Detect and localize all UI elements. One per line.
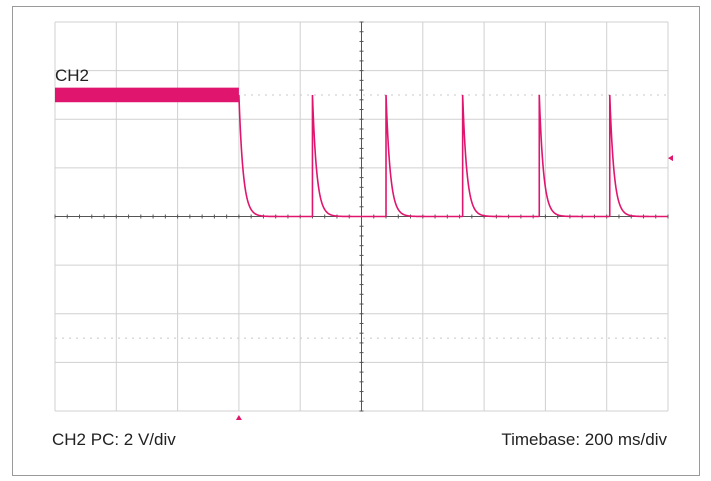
trace-initial-fall <box>238 94 313 218</box>
channel-label: CH2 <box>55 66 90 85</box>
trace-pulse <box>385 94 463 218</box>
trace-pulse <box>538 94 610 218</box>
trace-pulse <box>461 94 540 218</box>
vertical-scale-label: CH2 PC: 2 V/div <box>52 430 176 449</box>
trigger-level-marker <box>668 155 673 162</box>
trace-pulse <box>608 94 668 218</box>
figure-frame <box>12 6 700 476</box>
trace-pulse <box>311 94 387 218</box>
trace-high-band <box>55 87 239 103</box>
trigger-position-marker <box>235 415 242 420</box>
timebase-label: Timebase: 200 ms/div <box>501 430 667 449</box>
